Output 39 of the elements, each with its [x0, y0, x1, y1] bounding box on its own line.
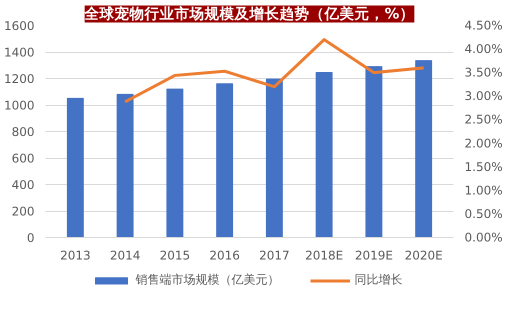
legend-label: 同比增长 — [354, 272, 402, 288]
x-tick-label: 2020E — [404, 248, 443, 262]
y-tick-label: 1600 — [4, 19, 35, 33]
x-tick-label: 2015 — [160, 248, 190, 262]
x-tick-label: 2018E — [305, 248, 344, 262]
y-tick-label: 800 — [12, 125, 34, 139]
y-tick-label: 1400 — [4, 46, 35, 60]
y-tick-label: 1000 — [4, 98, 35, 112]
chart-title: 全球宠物行业市场规模及增长趋势（亿美元，%） — [84, 4, 414, 22]
x-tick-label: 2017 — [259, 248, 290, 262]
y2-tick-label: 0.00% — [464, 230, 503, 244]
line-series — [124, 38, 426, 104]
x-tick-label: 2013 — [60, 248, 91, 262]
y2-tick-label: 4.50% — [464, 18, 503, 32]
y2-tick-label: 3.00% — [464, 89, 503, 104]
y-tick-label: 200 — [12, 204, 34, 218]
y2-tick-label: 4.00% — [464, 42, 503, 56]
y-tick-label: 1200 — [4, 72, 35, 86]
y2-tick-label: 2.50% — [464, 112, 503, 127]
y2-tick-label: 1.50% — [464, 160, 503, 174]
y-tick-label: 600 — [12, 152, 34, 166]
bar — [216, 83, 234, 238]
bar — [316, 72, 333, 238]
bar — [116, 94, 134, 238]
bar — [365, 66, 382, 238]
bar — [415, 60, 432, 238]
bar — [166, 88, 184, 238]
y2-tick-label: 3.50% — [464, 66, 503, 80]
x-tick-label: 2014 — [110, 248, 140, 262]
y2-tick-label: 0.50% — [464, 206, 503, 221]
bar — [266, 78, 283, 238]
x-tick-label: 2016 — [209, 248, 240, 262]
bar — [66, 98, 84, 238]
x-tick-label: 2019E — [354, 248, 393, 262]
y2-tick-label: 1.00% — [464, 183, 503, 198]
legend-label: 销售端市场规模（亿美元） — [136, 272, 280, 288]
y-tick-label: 400 — [12, 178, 34, 192]
y2-tick-label: 2.00% — [464, 136, 503, 150]
y-tick-label: 0 — [26, 231, 35, 245]
